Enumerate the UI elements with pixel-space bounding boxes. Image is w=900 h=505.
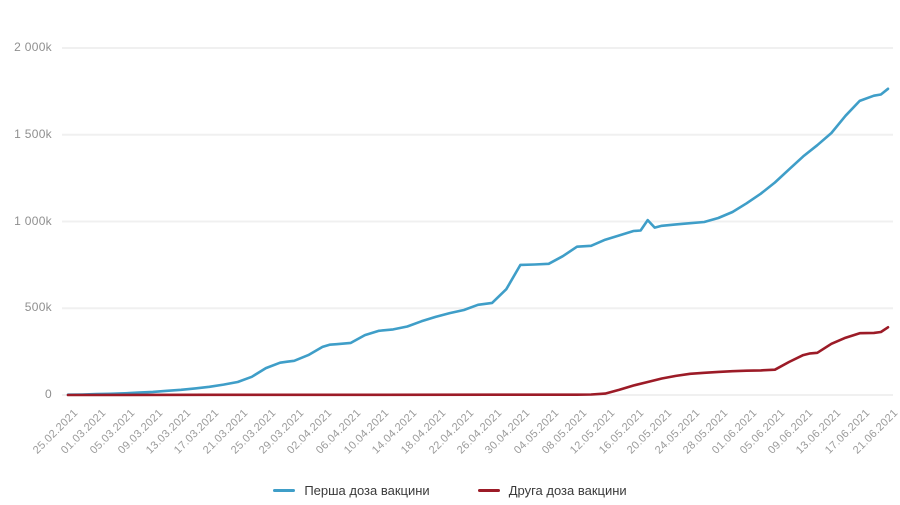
y-tick-label: 0 (45, 387, 52, 401)
second-dose-line-swatch (477, 489, 500, 492)
y-tick-label: 2 000k (14, 40, 52, 54)
first-dose-line-swatch (273, 489, 296, 492)
legend-label-second-dose: Друга доза вакцини (508, 483, 627, 498)
y-tick-label: 500k (24, 300, 52, 315)
legend: Перша доза вакцини Друга доза вакцини (0, 483, 900, 498)
y-tick-label: 1 500k (14, 126, 52, 141)
series-line-second-dose (66, 325, 890, 397)
y-tick-label: 1 000k (14, 213, 52, 228)
series-line-first-dose (66, 87, 890, 397)
legend-item-second-dose[interactable]: Друга доза вакцини (477, 483, 627, 498)
legend-item-first-dose[interactable]: Перша доза вакцини (273, 483, 430, 498)
legend-label-first-dose: Перша доза вакцини (304, 483, 430, 498)
